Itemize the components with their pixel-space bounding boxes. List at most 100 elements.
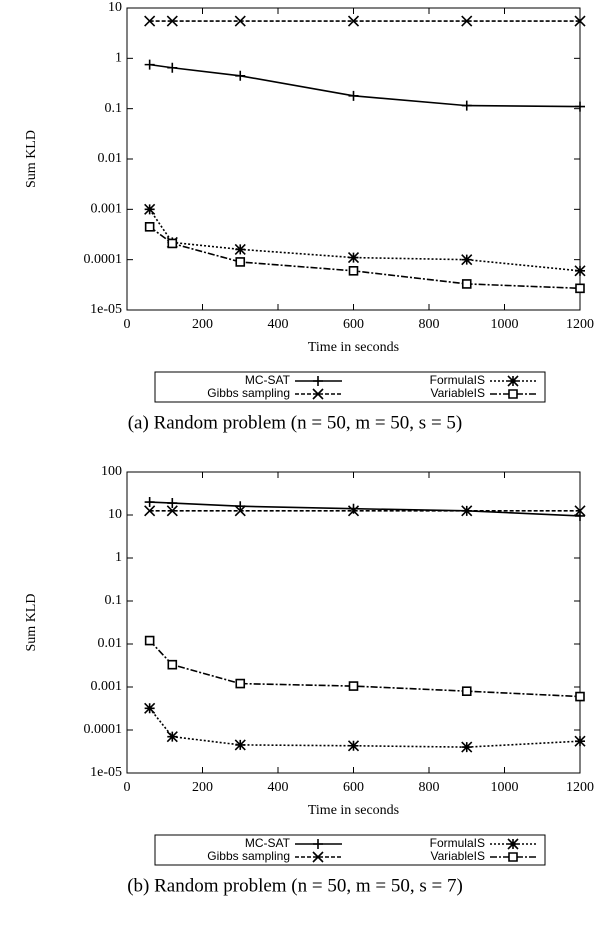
x-tick-label: 0	[124, 317, 131, 332]
y-tick-label: 10	[108, 507, 122, 522]
data-point	[167, 659, 178, 670]
y-tick-label: 0.0001	[84, 252, 123, 267]
legend-marker	[508, 389, 518, 399]
y-tick-label: 1e-05	[90, 302, 122, 317]
x-tick-label: 400	[268, 780, 289, 795]
data-point	[348, 266, 359, 276]
x-tick-label: 800	[419, 317, 440, 332]
legend-label: Gibbs sampling	[207, 849, 290, 863]
data-point	[234, 505, 246, 517]
data-point	[144, 702, 156, 714]
legend-label: VariableIS	[431, 849, 485, 863]
x-axis-label: Time in seconds	[308, 340, 399, 355]
y-axis-label: Sum KLD	[24, 130, 39, 188]
data-point	[348, 681, 359, 691]
data-point	[144, 505, 156, 517]
legend-box	[154, 834, 546, 866]
data-point	[461, 686, 472, 696]
data-point	[575, 283, 585, 294]
legend-marker	[507, 375, 519, 387]
data-point	[461, 741, 473, 753]
data-point	[461, 505, 473, 517]
legend-marker	[508, 852, 518, 862]
data-point	[574, 735, 586, 747]
y-tick-label: 1e-05	[90, 765, 122, 780]
legend-marker	[313, 376, 323, 386]
data-point	[461, 254, 473, 266]
y-tick-label: 1	[115, 550, 122, 565]
data-point	[144, 15, 156, 27]
x-tick-label: 1200	[566, 780, 594, 795]
legend-label: FormulaIS	[430, 373, 485, 387]
legend-label: FormulaIS	[430, 836, 485, 850]
data-point	[347, 505, 360, 517]
x-tick-label: 600	[343, 780, 364, 795]
data-point	[235, 70, 246, 81]
legend-marker	[507, 838, 519, 850]
y-axis-label: Sum KLD	[24, 594, 39, 652]
y-tick-label: 0.1	[105, 101, 123, 116]
data-point	[574, 505, 586, 517]
data-point	[167, 62, 178, 73]
data-point	[144, 203, 156, 215]
plot-frame	[126, 471, 581, 774]
legend-label: MC-SAT	[245, 373, 291, 387]
y-tick-label: 100	[101, 464, 122, 479]
series-line	[149, 640, 581, 698]
data-point	[348, 503, 359, 514]
legend-marker	[313, 839, 323, 849]
legend-label: VariableIS	[431, 386, 485, 400]
data-point	[461, 279, 472, 289]
series-line	[149, 63, 581, 108]
data-point	[144, 221, 155, 232]
data-point	[234, 739, 246, 751]
series-line	[149, 707, 581, 748]
data-point	[144, 635, 155, 646]
x-tick-label: 200	[192, 780, 213, 795]
caption: (a) Random problem (n = 50, m = 50, s = …	[128, 412, 463, 433]
data-point	[574, 265, 586, 277]
y-tick-label: 1	[115, 51, 122, 66]
data-point	[166, 505, 178, 517]
x-tick-label: 0	[124, 780, 131, 795]
data-point	[144, 59, 155, 70]
x-axis-label: Time in seconds	[308, 803, 399, 818]
data-point	[347, 740, 360, 752]
legend-label: MC-SAT	[245, 836, 291, 850]
data-point	[348, 90, 359, 101]
data-point	[461, 100, 472, 111]
legend-marker	[312, 388, 324, 400]
data-point	[167, 238, 178, 249]
data-point	[235, 678, 246, 689]
data-point	[575, 510, 585, 521]
y-tick-label: 0.01	[98, 151, 123, 166]
data-point	[166, 15, 178, 27]
x-tick-label: 1000	[491, 780, 519, 795]
y-tick-label: 0.0001	[84, 722, 123, 737]
data-point	[234, 15, 246, 27]
y-tick-label: 0.001	[91, 202, 123, 217]
y-tick-label: 10	[108, 0, 122, 15]
x-tick-label: 200	[192, 317, 213, 332]
x-tick-label: 800	[419, 780, 440, 795]
x-tick-label: 1000	[491, 317, 519, 332]
series-line	[149, 501, 581, 517]
data-point	[347, 15, 360, 27]
data-point	[167, 498, 178, 509]
data-point	[574, 15, 586, 27]
data-point	[575, 101, 585, 112]
series-line	[148, 208, 581, 272]
legend-marker	[312, 851, 324, 863]
data-point	[575, 691, 585, 702]
data-point	[144, 497, 155, 508]
legend-box	[154, 371, 546, 403]
x-tick-label: 400	[268, 317, 289, 332]
y-tick-label: 0.1	[105, 593, 123, 608]
x-tick-label: 1200	[566, 317, 594, 332]
data-point	[235, 257, 246, 267]
data-point	[234, 243, 246, 255]
data-point	[461, 15, 473, 27]
y-tick-label: 0.01	[98, 636, 123, 651]
x-tick-label: 600	[343, 317, 364, 332]
